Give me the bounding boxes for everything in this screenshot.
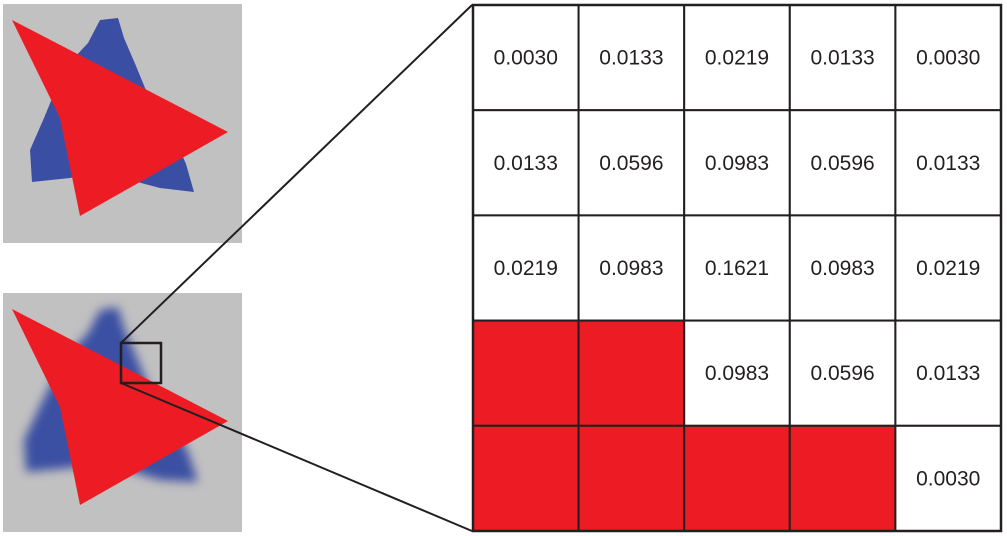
grid-cell-value: 0.0596 xyxy=(599,152,663,175)
zoom-line-top xyxy=(120,4,473,344)
grid-cell-red xyxy=(472,424,580,532)
grid-cell-value: 0.0983 xyxy=(810,257,874,280)
grid-cell xyxy=(577,4,686,112)
grid-cell xyxy=(788,319,897,427)
grid-border xyxy=(471,3,1003,533)
zoom-line-bottom xyxy=(120,382,473,532)
grid-cell-red xyxy=(577,424,686,532)
grid-cell-value: 0.0983 xyxy=(705,362,769,385)
grid-cell-value: 0.0133 xyxy=(494,152,558,175)
grid-cell-value: 0.0983 xyxy=(599,257,663,280)
bottom-image-panel xyxy=(3,293,242,532)
grid-cell xyxy=(683,4,791,112)
zoom-selection-box xyxy=(119,341,163,385)
grid-cell-value: 0.0030 xyxy=(916,47,980,70)
grid-cell-value: 0.0030 xyxy=(494,47,558,70)
grid-cell-value: 0.0219 xyxy=(705,47,769,70)
grid-cell-red xyxy=(788,424,897,532)
grid-cell-red xyxy=(472,319,580,427)
grid-cell xyxy=(577,214,686,322)
top-image-panel xyxy=(3,4,242,243)
kernel-grid: 0.0030 0.0133 0.0219 0.0133 0.0030 0.0133 0.05… xyxy=(471,3,1003,533)
grid-cell xyxy=(894,109,1003,217)
top-red-triangle xyxy=(12,20,228,216)
grid-cell xyxy=(788,109,897,217)
grid-cell-value: 0.0133 xyxy=(916,152,980,175)
grid-cell xyxy=(788,4,897,112)
grid-cell-value: 0.0596 xyxy=(810,362,874,385)
grid-cell xyxy=(894,319,1003,427)
grid-cell-value: 0.0596 xyxy=(810,152,874,175)
grid-cell-value: 0.0983 xyxy=(705,152,769,175)
grid-cell-value: 0.1621 xyxy=(705,257,769,280)
grid-cell-value: 0.0133 xyxy=(810,47,874,70)
bottom-red-triangle xyxy=(12,309,228,505)
grid-cell xyxy=(683,319,791,427)
grid-cell-red xyxy=(577,319,686,427)
grid-cell-value: 0.0133 xyxy=(916,362,980,385)
grid-cell-value: 0.0219 xyxy=(916,257,980,280)
grid-cell-value: 0.0030 xyxy=(916,467,980,490)
grid-cell xyxy=(683,109,791,217)
grid-cell-red xyxy=(683,424,791,532)
grid-cell-value: 0.0219 xyxy=(494,257,558,280)
grid-cell xyxy=(577,109,686,217)
grid-cell-value: 0.0133 xyxy=(599,47,663,70)
